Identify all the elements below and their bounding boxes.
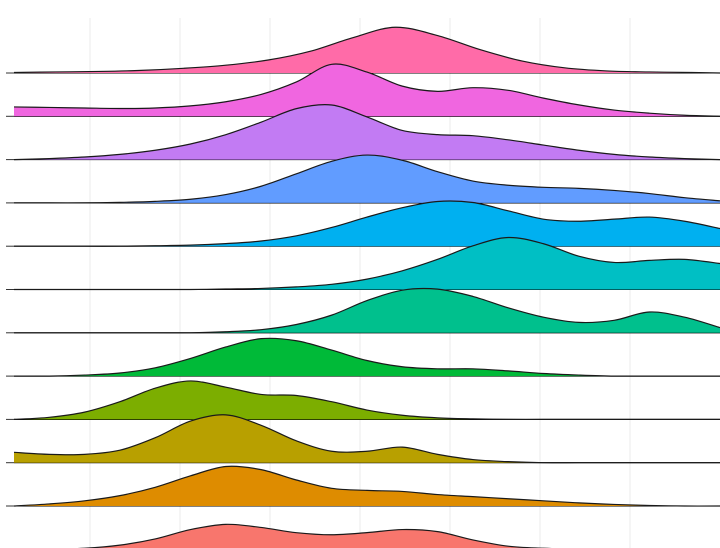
ridge-outline (13, 26, 720, 74)
ridge-area (88, 524, 538, 548)
ridge-area (14, 155, 720, 203)
ridge-outline (14, 287, 720, 334)
ridge-outline (13, 337, 720, 377)
ridge-outline (14, 200, 720, 247)
ridge-area (14, 380, 720, 420)
ridge-area (14, 466, 720, 507)
ridge-area (14, 104, 720, 160)
ridge-outline (13, 63, 720, 117)
ridge-area (14, 27, 720, 73)
ridge-outline (13, 154, 720, 204)
ridge-area (14, 288, 720, 333)
ridge-area (14, 338, 720, 377)
ridge-area (14, 237, 720, 290)
ridge-outline (13, 465, 720, 507)
ridge-outline (13, 380, 720, 421)
ridge-outline (14, 236, 720, 291)
ridge-area (14, 414, 720, 463)
ridge-outline (13, 414, 720, 464)
ridge-area (14, 64, 720, 117)
ridge-outline (77, 523, 552, 548)
ridges (6, 26, 720, 548)
ridge-area (14, 201, 720, 247)
ridge-outline (13, 103, 720, 161)
